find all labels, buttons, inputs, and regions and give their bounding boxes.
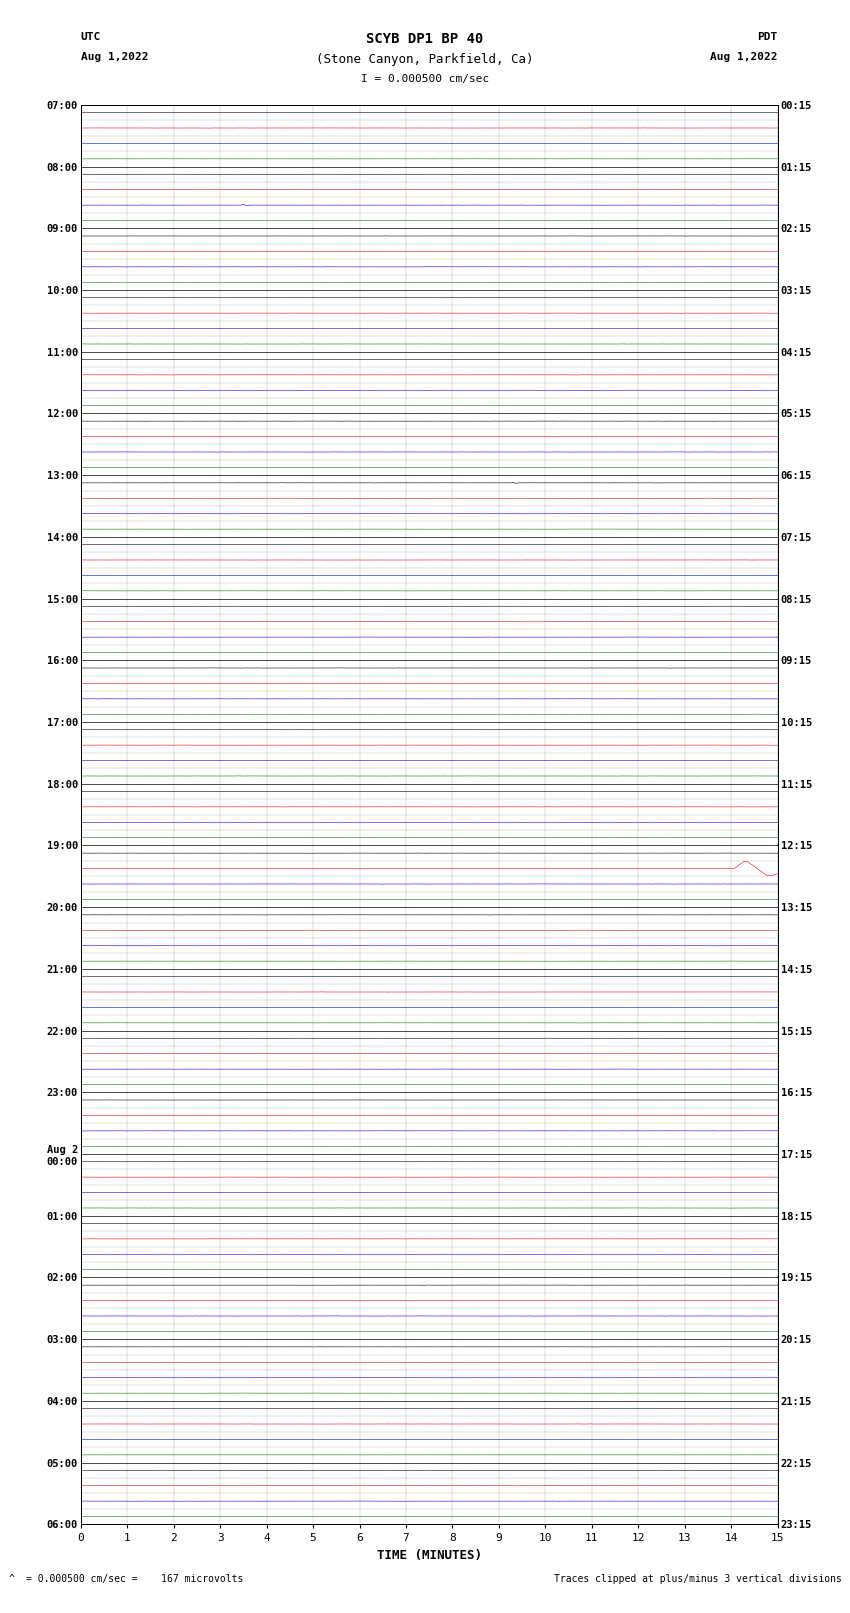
Text: (Stone Canyon, Parkfield, Ca): (Stone Canyon, Parkfield, Ca) xyxy=(316,53,534,66)
Text: ^: ^ xyxy=(8,1574,14,1584)
Text: PDT: PDT xyxy=(757,32,778,42)
Text: = 0.000500 cm/sec =    167 microvolts: = 0.000500 cm/sec = 167 microvolts xyxy=(26,1574,243,1584)
Text: I = 0.000500 cm/sec: I = 0.000500 cm/sec xyxy=(361,74,489,84)
Text: UTC: UTC xyxy=(81,32,101,42)
Text: Traces clipped at plus/minus 3 vertical divisions: Traces clipped at plus/minus 3 vertical … xyxy=(553,1574,842,1584)
Text: Aug 1,2022: Aug 1,2022 xyxy=(81,52,148,61)
Text: SCYB DP1 BP 40: SCYB DP1 BP 40 xyxy=(366,32,484,47)
X-axis label: TIME (MINUTES): TIME (MINUTES) xyxy=(377,1548,482,1561)
Text: Aug 1,2022: Aug 1,2022 xyxy=(711,52,778,61)
